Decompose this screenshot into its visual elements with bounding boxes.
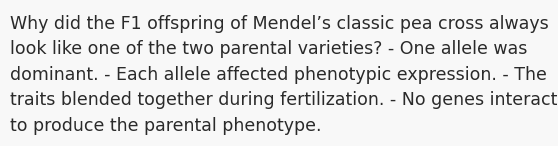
Text: Why did the F1 offspring of Mendel’s classic pea cross always: Why did the F1 offspring of Mendel’s cla… <box>10 15 549 33</box>
Text: dominant. - Each allele affected phenotypic expression. - The: dominant. - Each allele affected phenoty… <box>10 66 547 84</box>
Text: to produce the parental phenotype.: to produce the parental phenotype. <box>10 117 321 135</box>
Text: traits blended together during fertilization. - No genes interacted: traits blended together during fertiliza… <box>10 91 558 109</box>
Text: look like one of the two parental varieties? - One allele was: look like one of the two parental variet… <box>10 40 527 58</box>
